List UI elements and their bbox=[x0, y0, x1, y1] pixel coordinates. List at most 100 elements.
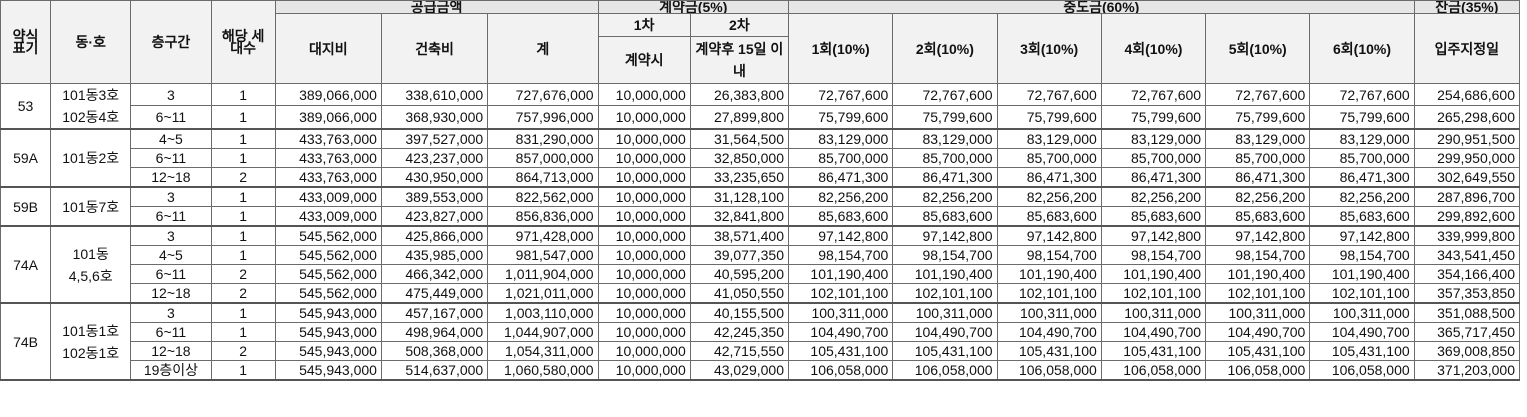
balance-cell: 339,999,800 bbox=[1413, 225, 1521, 246]
interim-2-cell: 101,190,400 bbox=[892, 264, 998, 284]
balance-cell: 302,649,550 bbox=[1413, 167, 1521, 188]
total-price-cell: 856,836,000 bbox=[487, 206, 599, 227]
interim-3-cell: 85,683,600 bbox=[996, 206, 1102, 227]
table-row: 19층이상 1 545,943,000 514,637,000 1,060,580,00… bbox=[1, 360, 1521, 381]
interim-3-cell: 100,311,000 bbox=[996, 302, 1102, 323]
header-contract-2: 2차 bbox=[689, 13, 790, 37]
unit-count-cell: 1 bbox=[210, 360, 276, 381]
dong-ho-cell: 101동7호 bbox=[50, 186, 132, 227]
contract-2-cell: 41,050,550 bbox=[689, 283, 790, 304]
building-price-cell: 457,167,000 bbox=[380, 302, 489, 323]
interim-2-cell: 100,311,000 bbox=[892, 302, 998, 323]
interim-5-cell: 86,471,300 bbox=[1205, 167, 1311, 188]
interim-6-cell: 100,311,000 bbox=[1309, 302, 1415, 323]
contract-2-cell: 33,235,650 bbox=[689, 167, 790, 188]
table-row: 6~11 1 433,763,000 423,237,000 857,000,000 10… bbox=[1, 148, 1521, 168]
type-cell: 59A bbox=[0, 128, 52, 188]
contract-1-cell: 10,000,000 bbox=[597, 264, 691, 284]
balance-cell: 254,686,600 bbox=[1413, 82, 1521, 107]
contract-2-cell: 38,571,400 bbox=[689, 225, 790, 246]
type-cell: 74A bbox=[0, 225, 52, 304]
balance-cell: 369,008,850 bbox=[1413, 341, 1521, 361]
total-price-cell: 1,011,904,000 bbox=[487, 264, 599, 284]
interim-1-cell: 83,129,000 bbox=[788, 128, 894, 149]
interim-3-cell: 101,190,400 bbox=[996, 264, 1102, 284]
land-price-cell: 545,562,000 bbox=[274, 245, 382, 265]
floor-cell: 6~11 bbox=[130, 148, 212, 168]
floor-cell: 6~11 bbox=[130, 206, 212, 227]
contract-1-cell: 10,000,000 bbox=[597, 206, 691, 227]
contract-1-cell: 10,000,000 bbox=[597, 341, 691, 361]
interim-5-cell: 102,101,100 bbox=[1205, 283, 1311, 304]
header-contract-1: 1차 bbox=[597, 13, 691, 37]
total-price-cell: 1,044,907,000 bbox=[487, 322, 599, 342]
interim-2-cell: 102,101,100 bbox=[892, 283, 998, 304]
balance-cell: 265,298,600 bbox=[1413, 105, 1521, 131]
interim-4-cell: 105,431,100 bbox=[1100, 341, 1207, 361]
type-cell: 74B bbox=[0, 302, 52, 381]
total-price-cell: 981,547,000 bbox=[487, 245, 599, 265]
table-row: 59B 101동7호 3 1 433,009,000 389,553,000 822,562… bbox=[0, 186, 1521, 227]
interim-5-cell: 85,683,600 bbox=[1205, 206, 1311, 227]
interim-6-cell: 85,700,000 bbox=[1309, 148, 1415, 168]
contract-1-cell: 10,000,000 bbox=[597, 167, 691, 188]
header-building: 건축비 bbox=[380, 13, 489, 84]
interim-6-cell: 83,129,000 bbox=[1309, 128, 1415, 149]
floor-cell: 3 bbox=[130, 225, 212, 246]
building-price-cell: 508,368,000 bbox=[380, 341, 489, 361]
header-interim-3: 3회(10%) bbox=[996, 13, 1102, 84]
unit-count-cell: 1 bbox=[210, 322, 276, 342]
contract-1-cell: 10,000,000 bbox=[597, 148, 691, 168]
interim-6-cell: 106,058,000 bbox=[1309, 360, 1415, 381]
unit-count-cell: 1 bbox=[210, 105, 276, 131]
balance-cell: 299,892,600 bbox=[1413, 206, 1521, 227]
interim-3-cell: 104,490,700 bbox=[996, 322, 1102, 342]
interim-5-cell: 101,190,400 bbox=[1205, 264, 1311, 284]
interim-1-cell: 101,190,400 bbox=[788, 264, 894, 284]
floor-cell: 12~18 bbox=[130, 341, 212, 361]
interim-2-cell: 85,700,000 bbox=[892, 148, 998, 168]
interim-5-cell: 105,431,100 bbox=[1205, 341, 1311, 361]
interim-5-cell: 85,700,000 bbox=[1205, 148, 1311, 168]
header-interim-4: 4회(10%) bbox=[1100, 13, 1207, 84]
land-price-cell: 433,009,000 bbox=[274, 206, 382, 227]
interim-5-cell: 83,129,000 bbox=[1205, 128, 1311, 149]
interim-2-cell: 104,490,700 bbox=[892, 322, 998, 342]
dong-ho-cell: 101동1호 102동1호 bbox=[50, 302, 132, 381]
interim-4-cell: 75,799,600 bbox=[1100, 105, 1207, 131]
contract-1-cell: 10,000,000 bbox=[597, 322, 691, 342]
interim-4-cell: 101,190,400 bbox=[1100, 264, 1207, 284]
building-price-cell: 368,930,000 bbox=[380, 105, 489, 131]
interim-5-cell: 104,490,700 bbox=[1205, 322, 1311, 342]
total-price-cell: 1,003,110,000 bbox=[487, 302, 599, 323]
unit-count-cell: 2 bbox=[210, 341, 276, 361]
interim-3-cell: 98,154,700 bbox=[996, 245, 1102, 265]
building-price-cell: 397,527,000 bbox=[380, 128, 489, 149]
interim-5-cell: 97,142,800 bbox=[1205, 225, 1311, 246]
interim-6-cell: 72,767,600 bbox=[1309, 82, 1415, 107]
contract-2-cell: 27,899,800 bbox=[689, 105, 790, 131]
contract-1-cell: 10,000,000 bbox=[597, 105, 691, 131]
table-row: 59A 101동2호 4~5 1 433,763,000 397,527,000 831,2… bbox=[0, 128, 1521, 188]
interim-2-cell: 86,471,300 bbox=[892, 167, 998, 188]
interim-3-cell: 97,142,800 bbox=[996, 225, 1102, 246]
interim-6-cell: 97,142,800 bbox=[1309, 225, 1415, 246]
interim-2-cell: 85,683,600 bbox=[892, 206, 998, 227]
floor-cell: 19층이상 bbox=[130, 360, 212, 381]
interim-6-cell: 82,256,200 bbox=[1309, 186, 1415, 207]
land-price-cell: 545,943,000 bbox=[274, 341, 382, 361]
contract-2-cell: 26,383,800 bbox=[689, 82, 790, 107]
interim-1-cell: 86,471,300 bbox=[788, 167, 894, 188]
contract-2-cell: 31,564,500 bbox=[689, 128, 790, 149]
land-price-cell: 545,562,000 bbox=[274, 225, 382, 246]
total-price-cell: 857,000,000 bbox=[487, 148, 599, 168]
land-price-cell: 545,943,000 bbox=[274, 322, 382, 342]
building-price-cell: 423,237,000 bbox=[380, 148, 489, 168]
interim-1-cell: 97,142,800 bbox=[788, 225, 894, 246]
interim-5-cell: 75,799,600 bbox=[1205, 105, 1311, 131]
interim-3-cell: 83,129,000 bbox=[996, 128, 1102, 149]
interim-6-cell: 104,490,700 bbox=[1309, 322, 1415, 342]
floor-cell: 6~11 bbox=[130, 105, 212, 131]
interim-3-cell: 102,101,100 bbox=[996, 283, 1102, 304]
